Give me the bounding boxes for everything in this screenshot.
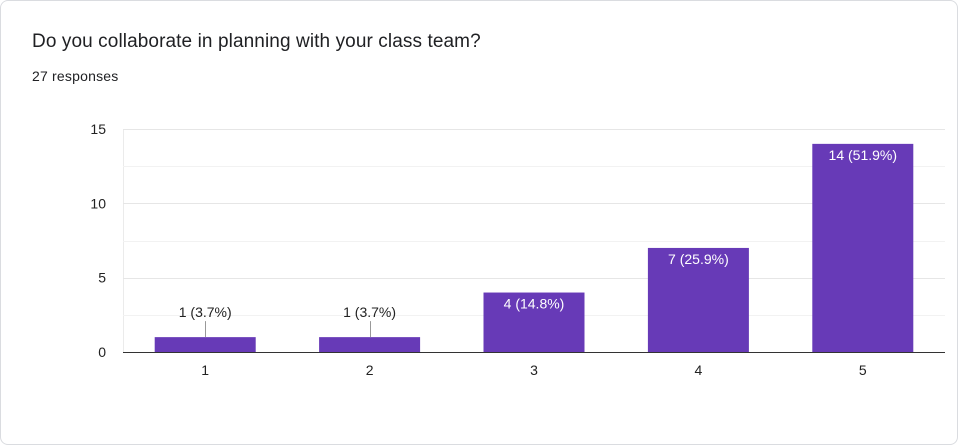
- x-tick-label: 4: [695, 362, 703, 378]
- data-label: 1 (3.7%): [343, 304, 396, 320]
- data-label: 14 (51.9%): [829, 147, 897, 163]
- bar: [319, 337, 421, 352]
- x-tick-label: 1: [201, 362, 209, 378]
- x-tick-label: 5: [859, 362, 867, 378]
- bar: [154, 337, 256, 352]
- data-label: 4 (14.8%): [504, 296, 565, 312]
- bar: [812, 143, 914, 352]
- response-count: 27 responses: [32, 68, 119, 84]
- question-title: Do you collaborate in planning with your…: [32, 31, 481, 52]
- x-tick-label: 2: [366, 362, 374, 378]
- data-label: 7 (25.9%): [668, 251, 729, 267]
- y-tick-label: 0: [98, 344, 106, 360]
- y-tick-label: 15: [90, 121, 106, 137]
- bar: [647, 247, 749, 352]
- x-tick-label: 3: [530, 362, 538, 378]
- bar: [483, 292, 585, 352]
- y-tick-label: 5: [98, 270, 106, 286]
- data-label: 1 (3.7%): [179, 304, 232, 320]
- y-tick-label: 10: [90, 195, 106, 211]
